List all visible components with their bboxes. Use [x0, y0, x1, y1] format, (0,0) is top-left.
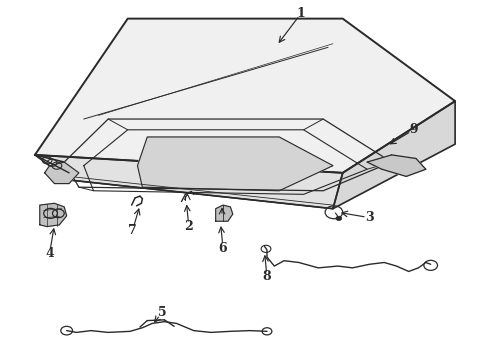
Polygon shape — [367, 155, 426, 176]
Text: 4: 4 — [45, 247, 54, 260]
Text: 3: 3 — [365, 211, 374, 224]
Text: 5: 5 — [158, 306, 166, 319]
Text: 8: 8 — [263, 270, 271, 283]
Polygon shape — [216, 205, 233, 221]
Text: 1: 1 — [297, 7, 306, 20]
Text: 7: 7 — [128, 224, 137, 237]
Polygon shape — [333, 101, 455, 209]
Text: 6: 6 — [219, 242, 227, 255]
Text: 9: 9 — [409, 123, 418, 136]
Circle shape — [336, 216, 342, 221]
Polygon shape — [35, 19, 455, 173]
Polygon shape — [45, 162, 79, 184]
Text: 2: 2 — [184, 220, 193, 233]
Polygon shape — [40, 203, 67, 226]
Polygon shape — [35, 155, 343, 209]
Polygon shape — [138, 137, 333, 191]
